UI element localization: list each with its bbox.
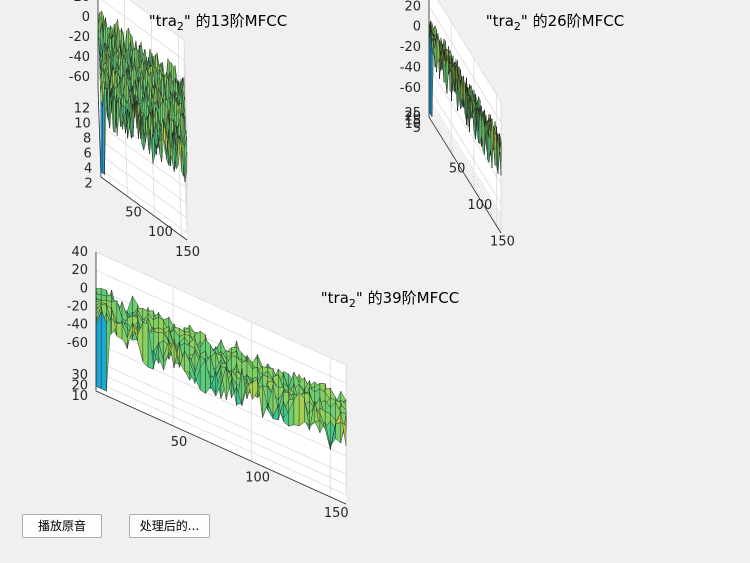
y-tick-label: 25: [404, 106, 421, 121]
title-part: " 的26阶MFCC: [521, 12, 624, 30]
title-part: "tra: [149, 12, 177, 30]
y-tick-label: 5: [413, 121, 421, 136]
z-tick-label: 0: [82, 10, 90, 25]
z-tick-label: 40: [71, 245, 88, 260]
title-subscript: 2: [349, 297, 356, 310]
z-tick-label: -40: [67, 318, 88, 333]
axis-edge: [428, 0, 502, 234]
z-tick-label: -60: [400, 81, 421, 96]
surface-patch: [463, 82, 466, 101]
axis-lines: [428, 0, 502, 234]
x-tick-label: 100: [245, 470, 270, 485]
y-gridline: [99, 77, 186, 189]
y-tick-label: 10: [71, 389, 88, 404]
x-tick-label: 150: [490, 235, 515, 250]
y-tick-label: 10: [404, 117, 421, 132]
x-tick-label: 100: [467, 198, 492, 213]
y-gridline: [99, 92, 187, 204]
z-tick-label: -40: [69, 50, 90, 65]
surface-patch: [298, 392, 305, 427]
y-tick-label: 20: [71, 379, 88, 394]
title-part: "tra: [321, 289, 349, 307]
y-tick-label: 2: [84, 177, 92, 192]
z-tick-label: -20: [69, 30, 90, 45]
surface: [95, 288, 347, 450]
z-tick-label: 20: [71, 263, 88, 278]
title-part: " 的39阶MFCC: [356, 289, 459, 307]
z-tick-label: 0: [413, 20, 421, 35]
surface-patch: [116, 322, 123, 340]
surface: [428, 20, 502, 176]
surface-patch: [449, 70, 452, 94]
z-tick-label: -20: [67, 300, 88, 315]
surface-patch: [142, 322, 149, 368]
title-part: " 的13阶MFCC: [184, 12, 287, 30]
title-part: "tra: [486, 12, 514, 30]
z-tick-label: -20: [400, 40, 421, 55]
y-tick-label: 15: [404, 113, 421, 128]
surface-patch: [340, 411, 347, 446]
title-subscript: 2: [177, 20, 184, 33]
y-tick-label: 8: [83, 132, 91, 147]
play-processed-button[interactable]: 处理后的...: [129, 514, 210, 538]
y-tick-label: 12: [74, 102, 91, 117]
y-tick-label: 6: [83, 147, 91, 162]
surface-patch: [437, 41, 440, 63]
play-original-button[interactable]: 播放原音: [22, 514, 102, 538]
surface: [97, 10, 188, 182]
z-tick-label: -40: [400, 60, 421, 75]
surface-patch: [101, 311, 107, 392]
axis-edge: [97, 0, 188, 241]
z-tick-label: -60: [69, 70, 90, 85]
surface-patch: [184, 152, 188, 182]
axis-lines: [95, 252, 347, 505]
axis-lines: [97, 0, 188, 241]
chart-title: "tra2" 的26阶MFCC: [486, 12, 624, 33]
chart-title: "tra2" 的13阶MFCC: [149, 12, 287, 33]
title-subscript: 2: [514, 20, 521, 33]
axis-edge: [95, 252, 347, 505]
z-tick-label: 0: [80, 281, 88, 296]
x-tick-label: 50: [449, 162, 466, 177]
surface-patch: [499, 140, 502, 155]
x-tick-label: 50: [171, 435, 188, 450]
x-tick-label: 50: [125, 205, 142, 220]
y-tick-label: 20: [404, 110, 421, 125]
surface-patch: [252, 366, 258, 379]
z-tick-label: 20: [404, 0, 421, 14]
y-tick-label: 30: [71, 368, 88, 383]
y-tick-label: 10: [74, 117, 91, 132]
surface-patch: [95, 311, 102, 390]
x-tick-label: 150: [324, 506, 349, 521]
surface-patch: [443, 65, 446, 83]
z-tick-label: -60: [67, 336, 88, 351]
x-tick-label: 100: [148, 225, 173, 240]
chart-title: "tra2" 的39阶MFCC: [321, 289, 459, 310]
surface-patch: [494, 133, 497, 150]
x-tick-label: 150: [175, 245, 200, 260]
z-tick-label: 20: [73, 0, 90, 5]
y-tick-label: 4: [84, 162, 92, 177]
